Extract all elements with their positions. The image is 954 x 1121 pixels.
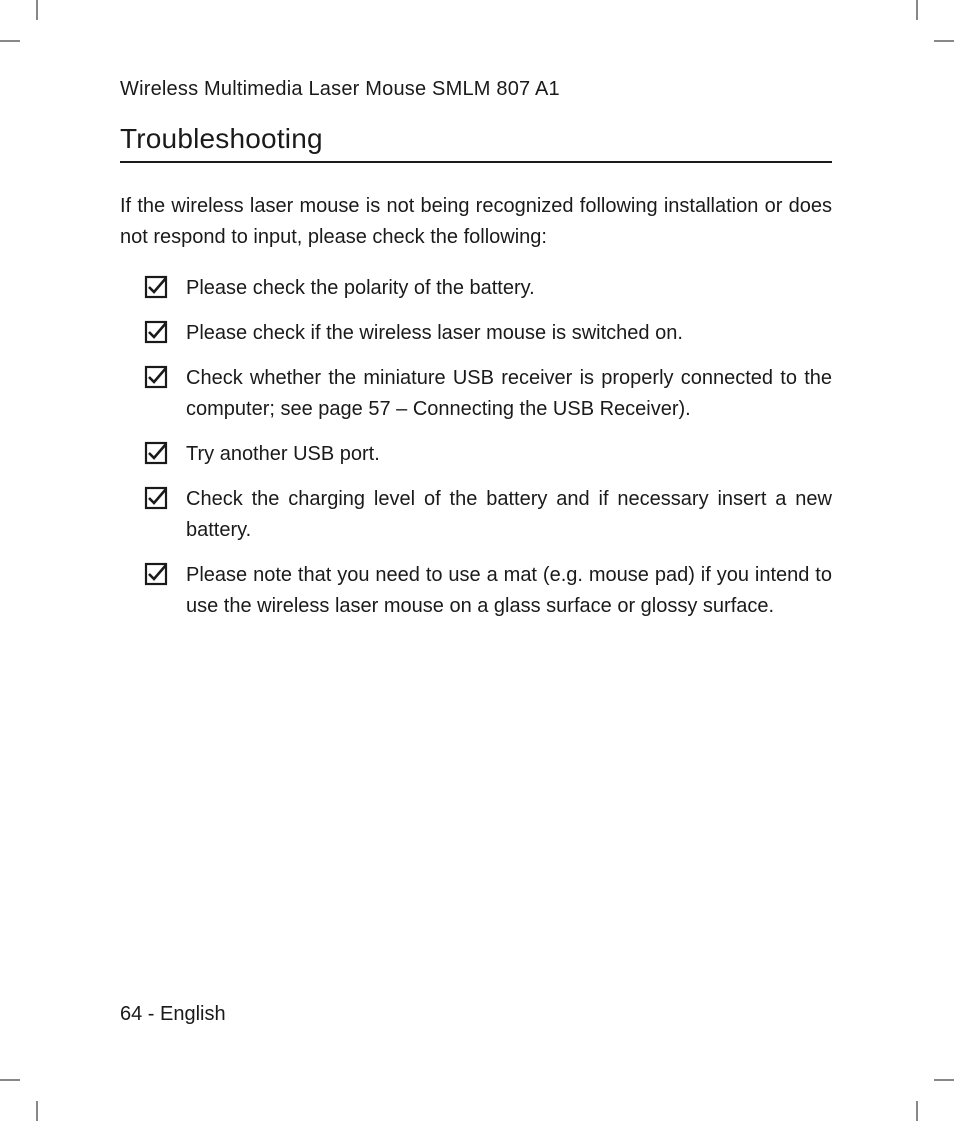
checkbox-icon: [144, 441, 168, 465]
checkbox-icon: [144, 365, 168, 389]
troubleshooting-checklist: Please check the polarity of the battery…: [144, 273, 832, 622]
list-item: Try another USB port.: [144, 439, 832, 470]
crop-mark: [36, 0, 38, 20]
checkbox-icon: [144, 320, 168, 344]
list-item-text: Check whether the miniature USB receiver…: [186, 363, 832, 425]
crop-mark: [934, 40, 954, 42]
list-item: Please check if the wireless laser mouse…: [144, 318, 832, 349]
checkbox-icon: [144, 486, 168, 510]
crop-mark: [916, 0, 918, 20]
crop-mark: [0, 1079, 20, 1081]
checkbox-icon: [144, 275, 168, 299]
crop-mark: [934, 1079, 954, 1081]
intro-paragraph: If the wireless laser mouse is not being…: [120, 191, 832, 253]
crop-mark: [0, 40, 20, 42]
list-item-text: Please check the polarity of the battery…: [186, 273, 832, 304]
list-item-text: Try another USB port.: [186, 439, 832, 470]
list-item: Please check the polarity of the battery…: [144, 273, 832, 304]
list-item-text: Check the charging level of the battery …: [186, 484, 832, 546]
crop-mark: [916, 1101, 918, 1121]
crop-mark: [36, 1101, 38, 1121]
page-footer: 64 - English: [120, 1003, 226, 1026]
running-head: Wireless Multimedia Laser Mouse SMLM 807…: [120, 78, 832, 101]
list-item-text: Please check if the wireless laser mouse…: [186, 318, 832, 349]
section-title: Troubleshooting: [120, 123, 832, 163]
page-content: Wireless Multimedia Laser Mouse SMLM 807…: [120, 78, 832, 1038]
list-item-text: Please note that you need to use a mat (…: [186, 560, 832, 622]
list-item: Check the charging level of the battery …: [144, 484, 832, 546]
checkbox-icon: [144, 562, 168, 586]
list-item: Check whether the miniature USB receiver…: [144, 363, 832, 425]
list-item: Please note that you need to use a mat (…: [144, 560, 832, 622]
